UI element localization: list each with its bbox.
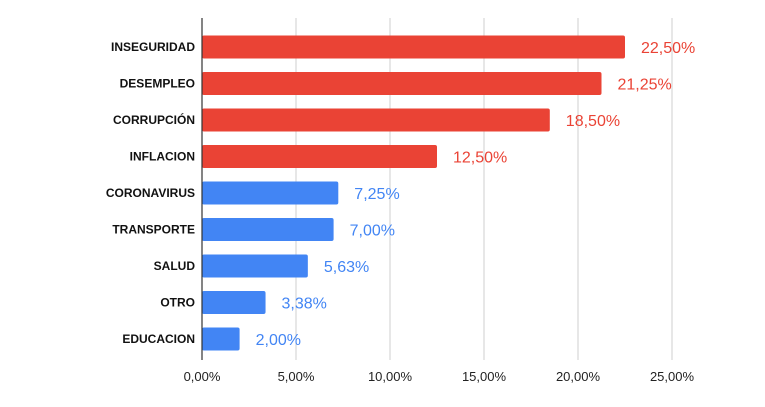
category-label: INFLACION [130, 150, 195, 164]
category-label: SALUD [154, 259, 196, 273]
value-labels: 22,50% 21,25% 18,50% 12,50% 7,25% 7,00% 5,63% 3… [256, 40, 696, 349]
category-labels: INSEGURIDAD DESEMPLEO CORRUPCIÓN INFLACION C… [106, 40, 195, 346]
bar [202, 218, 334, 241]
bar [202, 291, 266, 314]
data-label: 5,63% [324, 259, 369, 276]
bar [202, 108, 550, 132]
category-label: INSEGURIDAD [111, 40, 195, 54]
bar [202, 181, 339, 205]
gridlines [295, 18, 673, 360]
data-label: 7,00% [350, 223, 395, 240]
data-label: 21,25% [618, 77, 672, 94]
bar [202, 72, 602, 95]
x-tick-label: 5,00% [278, 369, 315, 384]
data-label: 22,50% [641, 40, 695, 57]
x-tick-label: 15,00% [462, 369, 507, 384]
x-tick-label: 10,00% [368, 369, 413, 384]
bar [202, 145, 437, 168]
bar [202, 254, 308, 278]
category-label: EDUCACION [122, 332, 195, 346]
data-label: 3,38% [282, 296, 327, 313]
data-label: 12,50% [453, 150, 507, 167]
x-axis-tick-labels: 0,00% 5,00% 10,00% 15,00% 20,00% 25,00% [184, 369, 695, 384]
bar [202, 35, 625, 59]
category-label: DESEMPLEO [120, 77, 195, 91]
data-label: 18,50% [566, 113, 620, 130]
bars [202, 35, 625, 351]
category-label: TRANSPORTE [112, 223, 195, 237]
data-label: 7,25% [354, 186, 399, 203]
category-label: OTRO [160, 296, 195, 310]
x-tick-label: 20,00% [556, 369, 601, 384]
x-tick-label: 0,00% [184, 369, 221, 384]
category-label: CORRUPCIÓN [113, 112, 195, 127]
data-label: 2,00% [256, 332, 301, 349]
category-label: CORONAVIRUS [106, 186, 195, 200]
x-tick-label: 25,00% [650, 369, 695, 384]
bar [202, 327, 240, 351]
